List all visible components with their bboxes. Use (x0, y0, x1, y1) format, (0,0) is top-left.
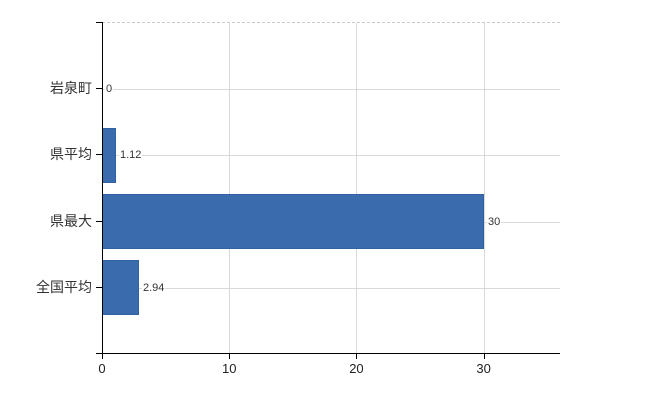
category-label: 全国平均 (36, 279, 92, 295)
category-label: 県平均 (50, 146, 92, 162)
bar (102, 260, 139, 315)
x-tick-label: 10 (221, 361, 237, 376)
x-axis-tick (356, 354, 358, 359)
y-axis-tick (96, 287, 102, 288)
y-gridline (102, 89, 560, 90)
x-axis-tick (483, 354, 485, 359)
y-axis-tick (96, 221, 102, 222)
x-axis-line (96, 353, 560, 354)
y-axis-line (102, 22, 103, 359)
x-axis-tick (229, 354, 231, 359)
y-axis-tick (96, 88, 102, 89)
bar (102, 128, 116, 183)
bar (102, 194, 484, 249)
y-gridline (102, 155, 560, 156)
bar-value-label: 1.12 (119, 148, 143, 162)
bar-value-label: 2.94 (142, 281, 166, 295)
x-tick-label: 0 (98, 361, 106, 376)
x-gridline (229, 23, 231, 354)
category-label: 県最大 (50, 213, 92, 229)
x-tick-label: 20 (349, 361, 364, 376)
category-label: 岩泉町 (50, 80, 92, 96)
bar-value-label: 0 (105, 82, 114, 96)
y-axis-tick (96, 154, 102, 155)
x-tick-label: 30 (476, 361, 491, 376)
y-axis-top-tick (96, 22, 102, 23)
bar-value-label: 30 (487, 215, 502, 229)
y-gridline (102, 288, 560, 289)
plot-area: 0 1.12 30 2.94 (102, 22, 560, 354)
x-gridline (356, 23, 358, 354)
x-gridline (483, 23, 485, 354)
